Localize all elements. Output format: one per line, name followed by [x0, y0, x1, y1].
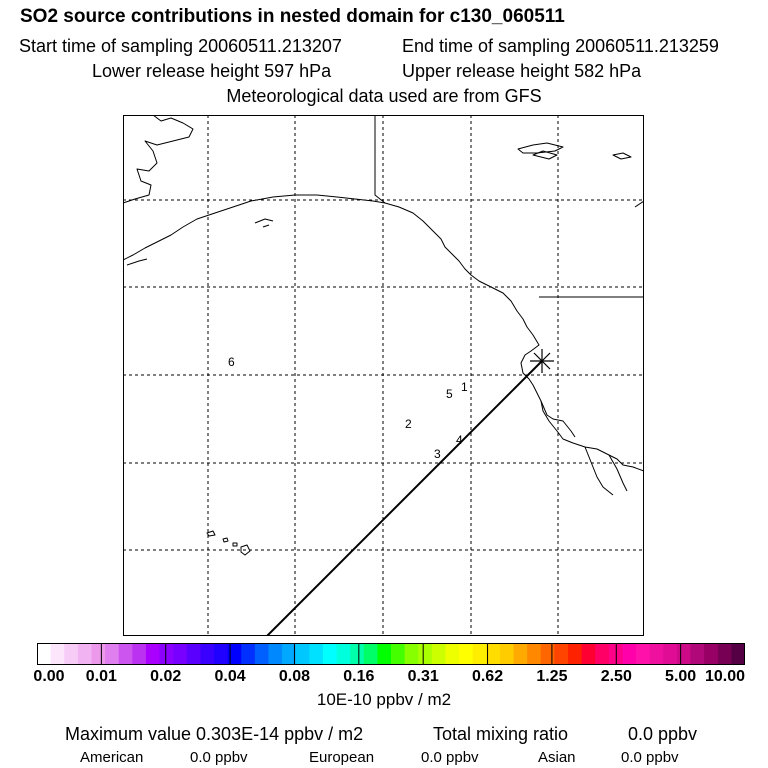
colorbar-cell [173, 643, 188, 665]
colorbar-units: 10E-10 ppbv / m2 [316, 690, 452, 709]
colorbar-cell [350, 643, 365, 665]
colorbar-tick-label: 0.08 [278, 668, 311, 685]
colorbar-cell [649, 643, 664, 665]
total-mixing-label: Total mixing ratio [433, 724, 569, 744]
met-data-text: Meteorological data used are from GFS [226, 86, 542, 106]
colorbar-tick-label: 0.16 [343, 668, 375, 685]
colorbar-cell [540, 643, 555, 665]
upper-height-text: Upper release height 582 hPa [402, 61, 642, 81]
map-grid [123, 115, 644, 636]
colorbar-tick-label: 0.04 [214, 668, 246, 685]
lower-height-text: Lower release height 597 hPa [92, 61, 332, 81]
colorbar-cell [282, 643, 297, 665]
colorbar-cell [622, 643, 637, 665]
colorbar-cell [636, 643, 651, 665]
asian-value: 0.0 ppbv [621, 749, 679, 766]
colorbar-tick-label: 0.62 [471, 668, 504, 685]
colorbar-cell [145, 643, 161, 665]
day-marker: 4 [456, 433, 463, 447]
colorbar-cell [554, 643, 569, 665]
colorbar-tick-label: 5.00 [665, 668, 697, 685]
asian-label: Asian [538, 749, 576, 766]
colorbar-cell [459, 643, 474, 665]
day-marker: 3 [434, 447, 441, 461]
colorbar-cell [704, 643, 719, 665]
trajectory [266, 349, 554, 636]
colorbar-cell [214, 643, 229, 665]
colorbar-cell [309, 643, 324, 665]
colorbar-cell [50, 643, 65, 665]
american-value: 0.0 ppbv [190, 749, 248, 766]
colorbar-cell [472, 643, 487, 665]
colorbar-cell [445, 643, 460, 665]
trajectory-line [266, 360, 543, 636]
colorbar-cell [404, 643, 419, 665]
colorbar-cell [91, 643, 106, 665]
colorbar-cell [254, 643, 270, 665]
colorbar-cell [486, 643, 501, 665]
colorbar-tick-marks [100, 643, 682, 665]
colorbar-cell [241, 643, 256, 665]
colorbar-cell [37, 643, 52, 665]
colorbar-tick-label: 2.50 [600, 668, 632, 685]
colorbar-cell [322, 643, 338, 665]
colorbar-tick-label: 0.02 [150, 668, 182, 685]
european-value: 0.0 ppbv [421, 749, 479, 766]
total-mixing-value: 0.0 ppbv [628, 724, 698, 744]
colorbar-cell [391, 643, 406, 665]
colorbar-border [37, 643, 745, 665]
american-label: American [80, 749, 144, 766]
colorbar-cell [268, 643, 283, 665]
coastline [123, 115, 644, 556]
colorbar-cells [37, 643, 745, 665]
start-time-text: Start time of sampling 20060511.213207 [19, 36, 342, 56]
colorbar-cell [595, 643, 610, 665]
day-marker: 6 [228, 355, 235, 369]
colorbar-cell [377, 643, 392, 665]
page-title: SO2 source contributions in nested domai… [20, 6, 565, 27]
colorbar-cell [418, 643, 433, 665]
colorbar [37, 643, 745, 665]
colorbar-tick-label: 1.25 [536, 668, 568, 685]
map-border [123, 115, 644, 636]
colorbar-cell [731, 643, 745, 665]
day-marker: 2 [405, 417, 412, 431]
colorbar-tick-label: 0.01 [85, 668, 117, 685]
colorbar-cell [227, 643, 242, 665]
colorbar-cell [118, 643, 133, 665]
colorbar-cell [77, 643, 93, 665]
max-value-text: Maximum value 0.303E-14 ppbv / m2 [65, 724, 364, 744]
colorbar-cell [513, 643, 528, 665]
day-markers: 1 2 3 4 5 6 [228, 355, 468, 461]
asterisk-icon [530, 349, 554, 373]
colorbar-cell [200, 643, 215, 665]
colorbar-cell [431, 643, 447, 665]
colorbar-cell [581, 643, 596, 665]
colorbar-tick-label: 0.00 [33, 668, 65, 685]
colorbar-cell [105, 643, 120, 665]
colorbar-tick-label: 10.00 [704, 668, 746, 685]
colorbar-cell [499, 643, 515, 665]
colorbar-cell [676, 643, 692, 665]
colorbar-cell [336, 643, 351, 665]
colorbar-cell [186, 643, 201, 665]
european-label: European [309, 749, 375, 766]
colorbar-cell [527, 643, 542, 665]
day-marker: 5 [446, 387, 453, 401]
end-time-text: End time of sampling 20060511.213259 [402, 36, 719, 56]
colorbar-cell [295, 643, 310, 665]
colorbar-cell [717, 643, 732, 665]
colorbar-cell [690, 643, 705, 665]
colorbar-cell [132, 643, 147, 665]
colorbar-cell [568, 643, 583, 665]
colorbar-cell [159, 643, 174, 665]
colorbar-tick-label: 0.31 [407, 668, 439, 685]
colorbar-cell [363, 643, 378, 665]
colorbar-cell [64, 643, 79, 665]
colorbar-cell [663, 643, 678, 665]
day-marker: 1 [461, 380, 468, 394]
map-panel: 1 2 3 4 5 6 [123, 115, 644, 636]
